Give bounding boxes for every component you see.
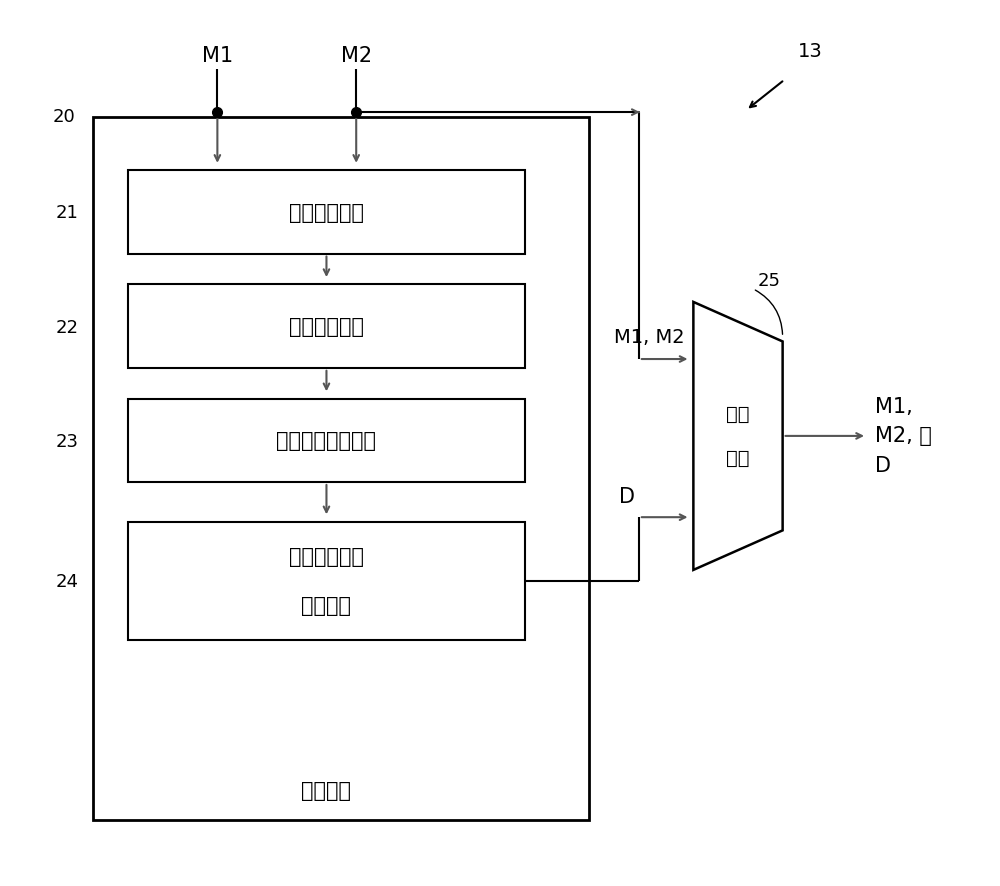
Text: 运算电路: 运算电路	[301, 595, 351, 616]
Bar	[128, 522, 525, 641]
Text: 务器: 务器	[726, 448, 750, 468]
Text: 21: 21	[56, 204, 79, 222]
Text: 对象深度运算电路: 对象深度运算电路	[276, 431, 376, 451]
Text: D: D	[619, 486, 635, 506]
Text: 23: 23	[56, 432, 79, 450]
Text: 22: 22	[56, 318, 79, 336]
Text: M1,
M2, 或
D: M1, M2, 或 D	[875, 396, 932, 476]
Text: 重叠对象深度: 重叠对象深度	[289, 547, 364, 567]
Polygon shape	[693, 303, 783, 571]
Text: M2: M2	[341, 45, 372, 66]
Text: 25: 25	[758, 271, 781, 290]
Text: M1, M2: M1, M2	[614, 328, 685, 346]
Bar	[128, 285, 525, 369]
Bar	[93, 118, 589, 820]
Bar	[128, 399, 525, 483]
Text: 深度运算: 深度运算	[301, 780, 351, 800]
Text: 图像分析电路: 图像分析电路	[289, 203, 364, 222]
Bar	[128, 171, 525, 254]
Text: 20: 20	[53, 107, 76, 126]
Text: 24: 24	[56, 572, 79, 591]
Text: 13: 13	[798, 43, 822, 61]
Text: 对象摽取电路: 对象摽取电路	[289, 316, 364, 337]
Text: 多任: 多任	[726, 405, 750, 424]
Text: M1: M1	[202, 45, 233, 66]
